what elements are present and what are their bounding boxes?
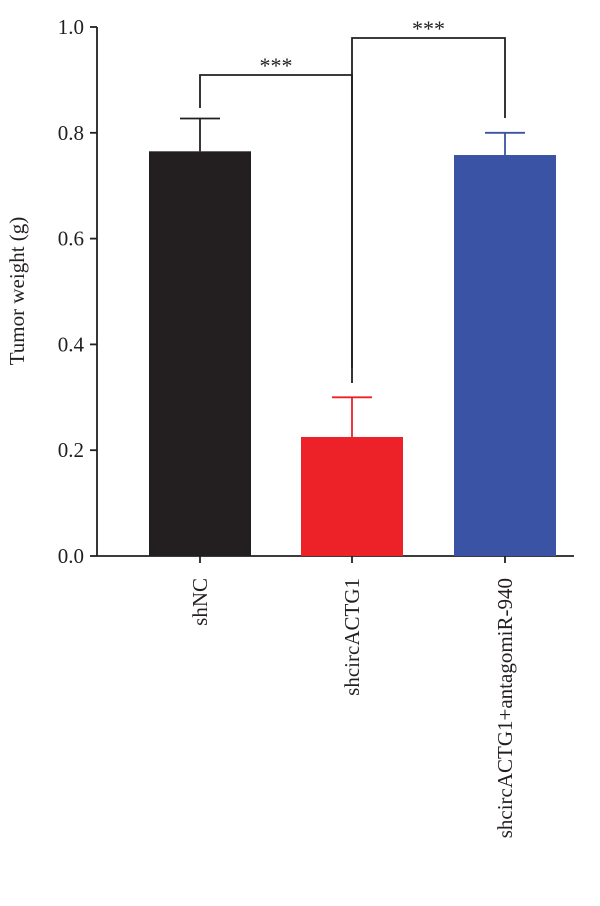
bar-2 xyxy=(454,155,556,556)
y-tick-label: 0.0 xyxy=(58,544,84,568)
category-label-1: shcircACTG1 xyxy=(340,578,364,696)
y-tick-label: 0.4 xyxy=(58,332,85,356)
category-label-2: shcircACTG1+antagomiR-940 xyxy=(493,578,517,838)
bar-1 xyxy=(301,436,403,556)
y-tick-label: 1.0 xyxy=(58,15,84,39)
error-bars xyxy=(180,117,525,437)
bars xyxy=(149,151,556,556)
y-axis: 0.0 0.2 0.4 0.6 0.8 1.0 xyxy=(58,15,98,568)
significance-bracket-1 xyxy=(351,37,506,368)
y-tick-label: 0.6 xyxy=(58,227,84,251)
category-labels: shNC shcircACTG1 shcircACTG1+antagomiR-940 xyxy=(188,578,517,838)
significance-label-1: *** xyxy=(412,16,445,41)
bar-0 xyxy=(149,151,251,556)
significance-label-0: *** xyxy=(260,53,293,78)
significance-brackets: *** *** xyxy=(199,16,506,383)
x-axis xyxy=(97,555,574,563)
category-label-0: shNC xyxy=(188,578,212,626)
y-tick-label: 0.8 xyxy=(58,121,84,145)
y-tick-label: 0.2 xyxy=(58,438,84,462)
y-axis-title: Tumor weight (g) xyxy=(5,217,29,366)
